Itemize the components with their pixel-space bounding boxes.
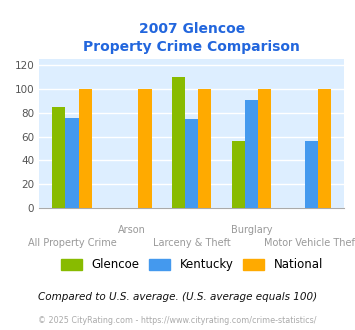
Text: Motor Vehicle Theft: Motor Vehicle Theft <box>264 239 355 248</box>
Text: © 2025 CityRating.com - https://www.cityrating.com/crime-statistics/: © 2025 CityRating.com - https://www.city… <box>38 316 317 325</box>
Text: Arson: Arson <box>118 225 146 235</box>
Bar <box>305 141 318 208</box>
Bar <box>52 107 65 208</box>
Text: All Property Crime: All Property Crime <box>28 239 116 248</box>
Bar <box>65 117 78 208</box>
Text: Larceny & Theft: Larceny & Theft <box>153 239 231 248</box>
Title: 2007 Glencoe
Property Crime Comparison: 2007 Glencoe Property Crime Comparison <box>83 22 300 54</box>
Legend: Glencoe, Kentucky, National: Glencoe, Kentucky, National <box>61 258 323 271</box>
Bar <box>258 89 271 208</box>
Bar <box>172 77 185 208</box>
Bar <box>245 100 258 208</box>
Bar <box>318 89 331 208</box>
Bar <box>232 141 245 208</box>
Bar <box>78 89 92 208</box>
Bar <box>198 89 212 208</box>
Text: Burglary: Burglary <box>231 225 272 235</box>
Bar <box>185 119 198 208</box>
Text: Compared to U.S. average. (U.S. average equals 100): Compared to U.S. average. (U.S. average … <box>38 292 317 302</box>
Bar <box>138 89 152 208</box>
